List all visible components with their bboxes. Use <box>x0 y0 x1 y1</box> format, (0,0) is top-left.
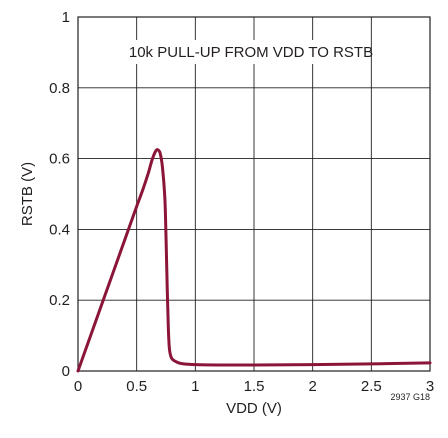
x-tick-label: 1 <box>191 378 199 395</box>
annotation-background <box>94 40 366 64</box>
x-tick-label: 0 <box>74 378 82 395</box>
y-tick-labels: 0 0.2 0.4 0.6 0.8 1 <box>49 9 70 380</box>
y-tick-label: 0 <box>62 363 70 380</box>
x-tick-label: 3 <box>426 378 434 395</box>
x-tick-labels: 0 0.5 1 1.5 2 2.5 3 <box>74 378 434 395</box>
y-tick-label: 0.4 <box>49 221 70 238</box>
y-tick-label: 0.2 <box>49 292 70 309</box>
x-tick-label: 2.5 <box>361 378 382 395</box>
y-tick-label: 0.6 <box>49 151 70 168</box>
grid-lines <box>78 17 430 371</box>
figure-code: 2937 G18 <box>390 392 430 402</box>
series-line-0 <box>76 148 432 373</box>
x-axis-title: VDD (V) <box>226 400 282 417</box>
y-axis-title: RSTB (V) <box>19 162 36 226</box>
y-tick-label: 0.8 <box>49 80 70 97</box>
x-tick-label: 2 <box>308 378 316 395</box>
annotation-label: 10k PULL-UP FROM VDD TO RSTB <box>129 44 373 61</box>
plot-frame <box>77 16 431 372</box>
x-tick-label: 0.5 <box>126 378 147 395</box>
x-tick-label: 1.5 <box>244 378 265 395</box>
series-layer <box>76 148 432 373</box>
y-tick-label: 1 <box>62 9 70 26</box>
